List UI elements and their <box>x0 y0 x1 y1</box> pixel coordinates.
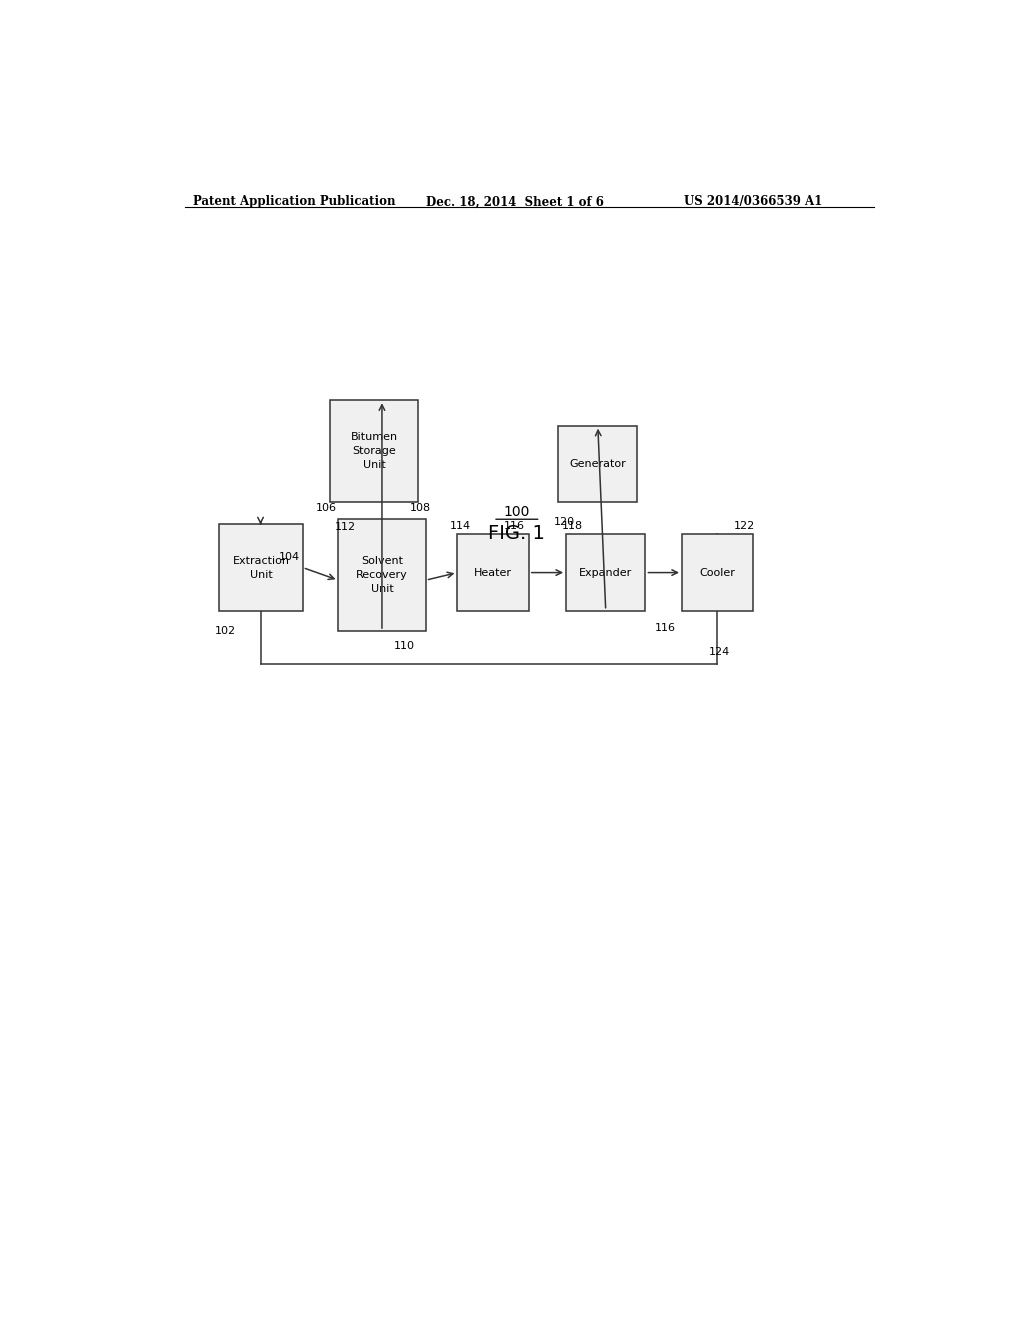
Text: Extraction
Unit: Extraction Unit <box>232 556 290 579</box>
Text: 102: 102 <box>215 626 237 636</box>
Bar <box>338 519 426 631</box>
Text: 120: 120 <box>554 517 575 528</box>
Text: 106: 106 <box>316 503 337 513</box>
Text: Dec. 18, 2014  Sheet 1 of 6: Dec. 18, 2014 Sheet 1 of 6 <box>426 195 603 209</box>
Text: FIG. 1: FIG. 1 <box>488 524 546 544</box>
Text: 114: 114 <box>450 521 471 532</box>
Text: Cooler: Cooler <box>699 568 735 578</box>
Text: 110: 110 <box>394 642 415 651</box>
Text: 116: 116 <box>504 521 524 532</box>
Text: Heater: Heater <box>474 568 512 578</box>
Text: 124: 124 <box>709 647 730 657</box>
Text: 104: 104 <box>279 552 300 562</box>
Text: Solvent
Recovery
Unit: Solvent Recovery Unit <box>356 556 408 594</box>
Text: Patent Application Publication: Patent Application Publication <box>194 195 395 209</box>
Text: Bitumen
Storage
Unit: Bitumen Storage Unit <box>350 432 397 470</box>
Text: 100: 100 <box>504 506 530 519</box>
Text: 112: 112 <box>334 523 355 532</box>
Text: 108: 108 <box>410 503 431 513</box>
Bar <box>566 535 645 611</box>
Bar <box>682 535 754 611</box>
Bar <box>219 524 303 611</box>
Text: Expander: Expander <box>580 568 633 578</box>
Bar <box>458 535 528 611</box>
Bar <box>331 400 418 502</box>
Text: 122: 122 <box>733 521 755 532</box>
Text: 116: 116 <box>655 623 676 634</box>
Text: 118: 118 <box>562 521 584 532</box>
Bar <box>558 426 638 502</box>
Text: US 2014/0366539 A1: US 2014/0366539 A1 <box>684 195 822 209</box>
Text: Generator: Generator <box>569 459 627 469</box>
